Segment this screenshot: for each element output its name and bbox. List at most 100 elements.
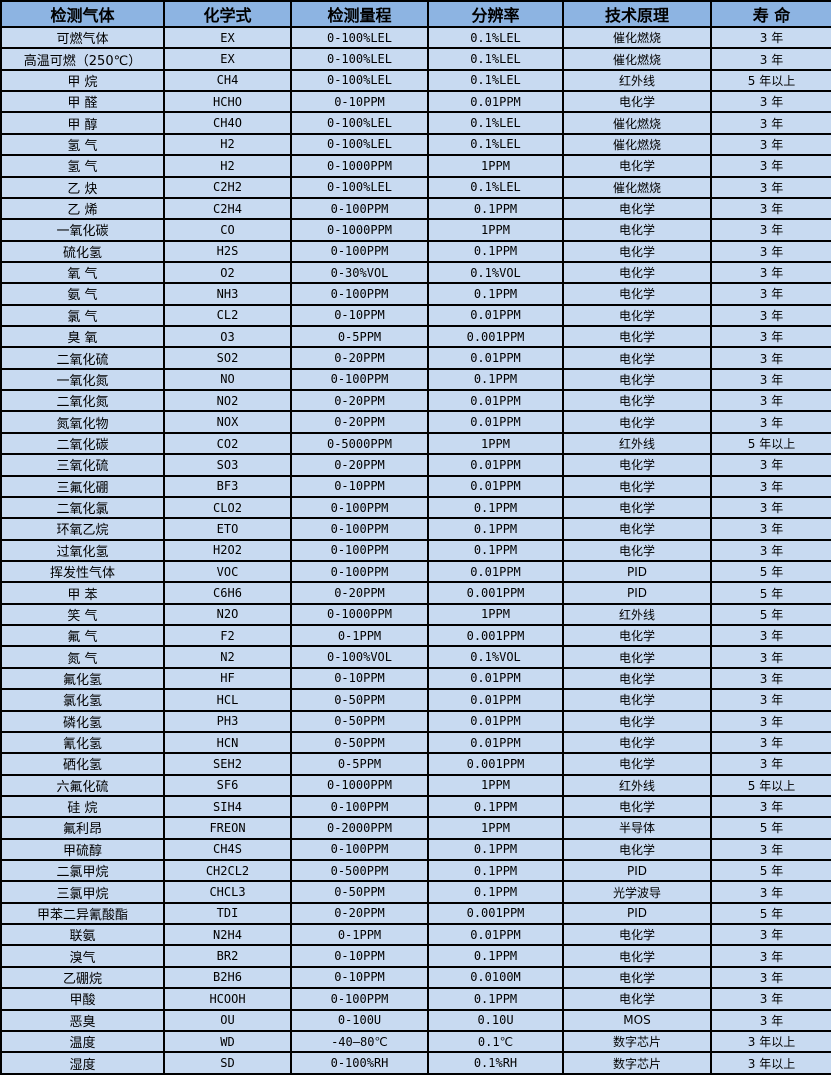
table-cell: 3 年 <box>710 944 831 968</box>
table-row: 湿度 SD 0-100%RH 0.1%RH 数字芯片 3 年以上 <box>0 1051 831 1075</box>
table-row: 氟利昂 FREON 0-2000PPM 1PPM 半导体 5 年 <box>0 816 831 840</box>
table-row: 硫化氢 H2S 0-100PPM 0.1PPM 电化学 3 年 <box>0 239 831 263</box>
table-cell: 0-100PPM <box>290 987 429 1011</box>
table-cell: 甲 苯 <box>0 581 165 605</box>
table-cell: 红外线 <box>562 431 712 456</box>
table-cell: 红外线 <box>562 602 712 627</box>
table-cell: 0.1PPM <box>427 517 564 541</box>
table-cell: 5 年 <box>710 858 831 883</box>
table-cell: 电化学 <box>562 752 712 776</box>
table-cell: CH4S <box>163 837 292 862</box>
table-cell: 3 年以上 <box>710 1051 831 1075</box>
table-row: 氟化氢 HF 0-10PPM 0.01PPM 电化学 3 年 <box>0 666 831 691</box>
table-cell: 3 年 <box>710 752 831 776</box>
table-cell: 甲 醛 <box>0 90 165 114</box>
table-cell: 5 年 <box>710 602 831 627</box>
table-cell: 0.1%LEL <box>427 68 564 93</box>
table-cell: 0-1PPM <box>290 624 429 648</box>
table-row: 二氧化碳 CO2 0-5000PPM 1PPM 红外线 5 年以上 <box>0 431 831 456</box>
table-row: 甲 醇 CH4O 0-100%LEL 0.1%LEL 催化燃烧 3 年 <box>0 111 831 135</box>
table-cell: 0-50PPM <box>290 730 429 755</box>
table-cell: 3 年 <box>710 239 831 263</box>
table-cell: 0-100PPM <box>290 559 429 584</box>
table-cell: 3 年 <box>710 132 831 157</box>
table-cell: CH4O <box>163 111 292 135</box>
table-row: 氢 气 H2 0-100%LEL 0.1%LEL 催化燃烧 3 年 <box>0 132 831 157</box>
table-cell: 3 年 <box>710 175 831 199</box>
table-cell: 0-100U <box>290 1008 429 1032</box>
table-row: 环氧乙烷 ETO 0-100PPM 0.1PPM 电化学 3 年 <box>0 517 831 541</box>
table-cell: PID <box>562 559 712 584</box>
table-cell: 3 年 <box>710 196 831 221</box>
table-cell: 0-20PPM <box>290 901 429 926</box>
table-cell: 电化学 <box>562 837 712 862</box>
table-cell: 3 年 <box>710 410 831 434</box>
table-cell: 3 年 <box>710 517 831 541</box>
table-cell: 3 年 <box>710 260 831 285</box>
table-row: 二氯甲烷 CH2CL2 0-500PPM 0.1PPM PID 5 年 <box>0 858 831 883</box>
table-cell: 0-20PPM <box>290 581 429 605</box>
table-cell: 氟 气 <box>0 624 165 648</box>
table-cell: 电化学 <box>562 645 712 669</box>
table-cell: HCHO <box>163 90 292 114</box>
table-cell: 电化学 <box>562 730 712 755</box>
table-cell: PID <box>562 581 712 605</box>
table-cell: 硅 烷 <box>0 794 165 819</box>
table-cell: 电化学 <box>562 965 712 990</box>
table-cell: 3 年 <box>710 965 831 990</box>
table-cell: 3 年 <box>710 923 831 947</box>
table-cell: 3 年 <box>710 538 831 563</box>
table-row: 笑 气 N2O 0-1000PPM 1PPM 红外线 5 年 <box>0 602 831 627</box>
column-header-2: 检测量程 <box>290 0 429 28</box>
table-cell: 3 年 <box>710 624 831 648</box>
table-cell: 3 年 <box>710 495 831 520</box>
table-cell: NOX <box>163 410 292 434</box>
table-cell: 3 年 <box>710 688 831 712</box>
table-cell: 0.01PPM <box>427 709 564 733</box>
table-cell: 3 年 <box>710 346 831 370</box>
table-cell: 0-10PPM <box>290 944 429 968</box>
table-cell: 挥发性气体 <box>0 559 165 584</box>
table-cell: EX <box>163 25 292 50</box>
table-row: 磷化氢 PH3 0-50PPM 0.01PPM 电化学 3 年 <box>0 709 831 733</box>
table-cell: 0.1%VOL <box>427 645 564 669</box>
table-cell: 3 年 <box>710 218 831 242</box>
table-row: 三氧化硫 SO3 0-20PPM 0.01PPM 电化学 3 年 <box>0 453 831 477</box>
table-cell: 0-1000PPM <box>290 773 429 797</box>
table-cell: 5 年 <box>710 816 831 840</box>
table-cell: 0.1PPM <box>427 880 564 904</box>
table-cell: SO3 <box>163 453 292 477</box>
table-cell: 0.1PPM <box>427 858 564 883</box>
table-cell: 氢 气 <box>0 132 165 157</box>
table-cell: 电化学 <box>562 389 712 413</box>
table-cell: 电化学 <box>562 239 712 263</box>
table-row: 挥发性气体 VOC 0-100PPM 0.01PPM PID 5 年 <box>0 559 831 584</box>
table-cell: 磷化氢 <box>0 709 165 733</box>
table-cell: 3 年 <box>710 880 831 904</box>
table-cell: 3 年 <box>710 709 831 733</box>
table-cell: 甲 烷 <box>0 68 165 93</box>
table-cell: 0.01PPM <box>427 666 564 691</box>
table-cell: HCOOH <box>163 987 292 1011</box>
table-cell: 电化学 <box>562 367 712 392</box>
table-cell: 0.1%RH <box>427 1051 564 1075</box>
table-cell: 湿度 <box>0 1051 165 1075</box>
table-cell: 1PPM <box>427 816 564 840</box>
table-cell: 0-1PPM <box>290 923 429 947</box>
table-cell: HCN <box>163 730 292 755</box>
table-cell: 0.01PPM <box>427 730 564 755</box>
table-cell: 笑 气 <box>0 602 165 627</box>
table-row: 二氧化硫 SO2 0-20PPM 0.01PPM 电化学 3 年 <box>0 346 831 370</box>
table-cell: 5 年 <box>710 581 831 605</box>
table-cell: 5 年以上 <box>710 431 831 456</box>
table-cell: 0.1PPM <box>427 239 564 263</box>
table-cell: 电化学 <box>562 90 712 114</box>
table-cell: 3 年 <box>710 666 831 691</box>
table-cell: 一氧化碳 <box>0 218 165 242</box>
table-cell: 0-1000PPM <box>290 218 429 242</box>
table-cell: CHCL3 <box>163 880 292 904</box>
table-cell: 0-100PPM <box>290 196 429 221</box>
table-row: 三氯甲烷 CHCL3 0-50PPM 0.1PPM 光学波导 3 年 <box>0 880 831 904</box>
table-cell: 0-100PPM <box>290 367 429 392</box>
table-cell: CLO2 <box>163 495 292 520</box>
